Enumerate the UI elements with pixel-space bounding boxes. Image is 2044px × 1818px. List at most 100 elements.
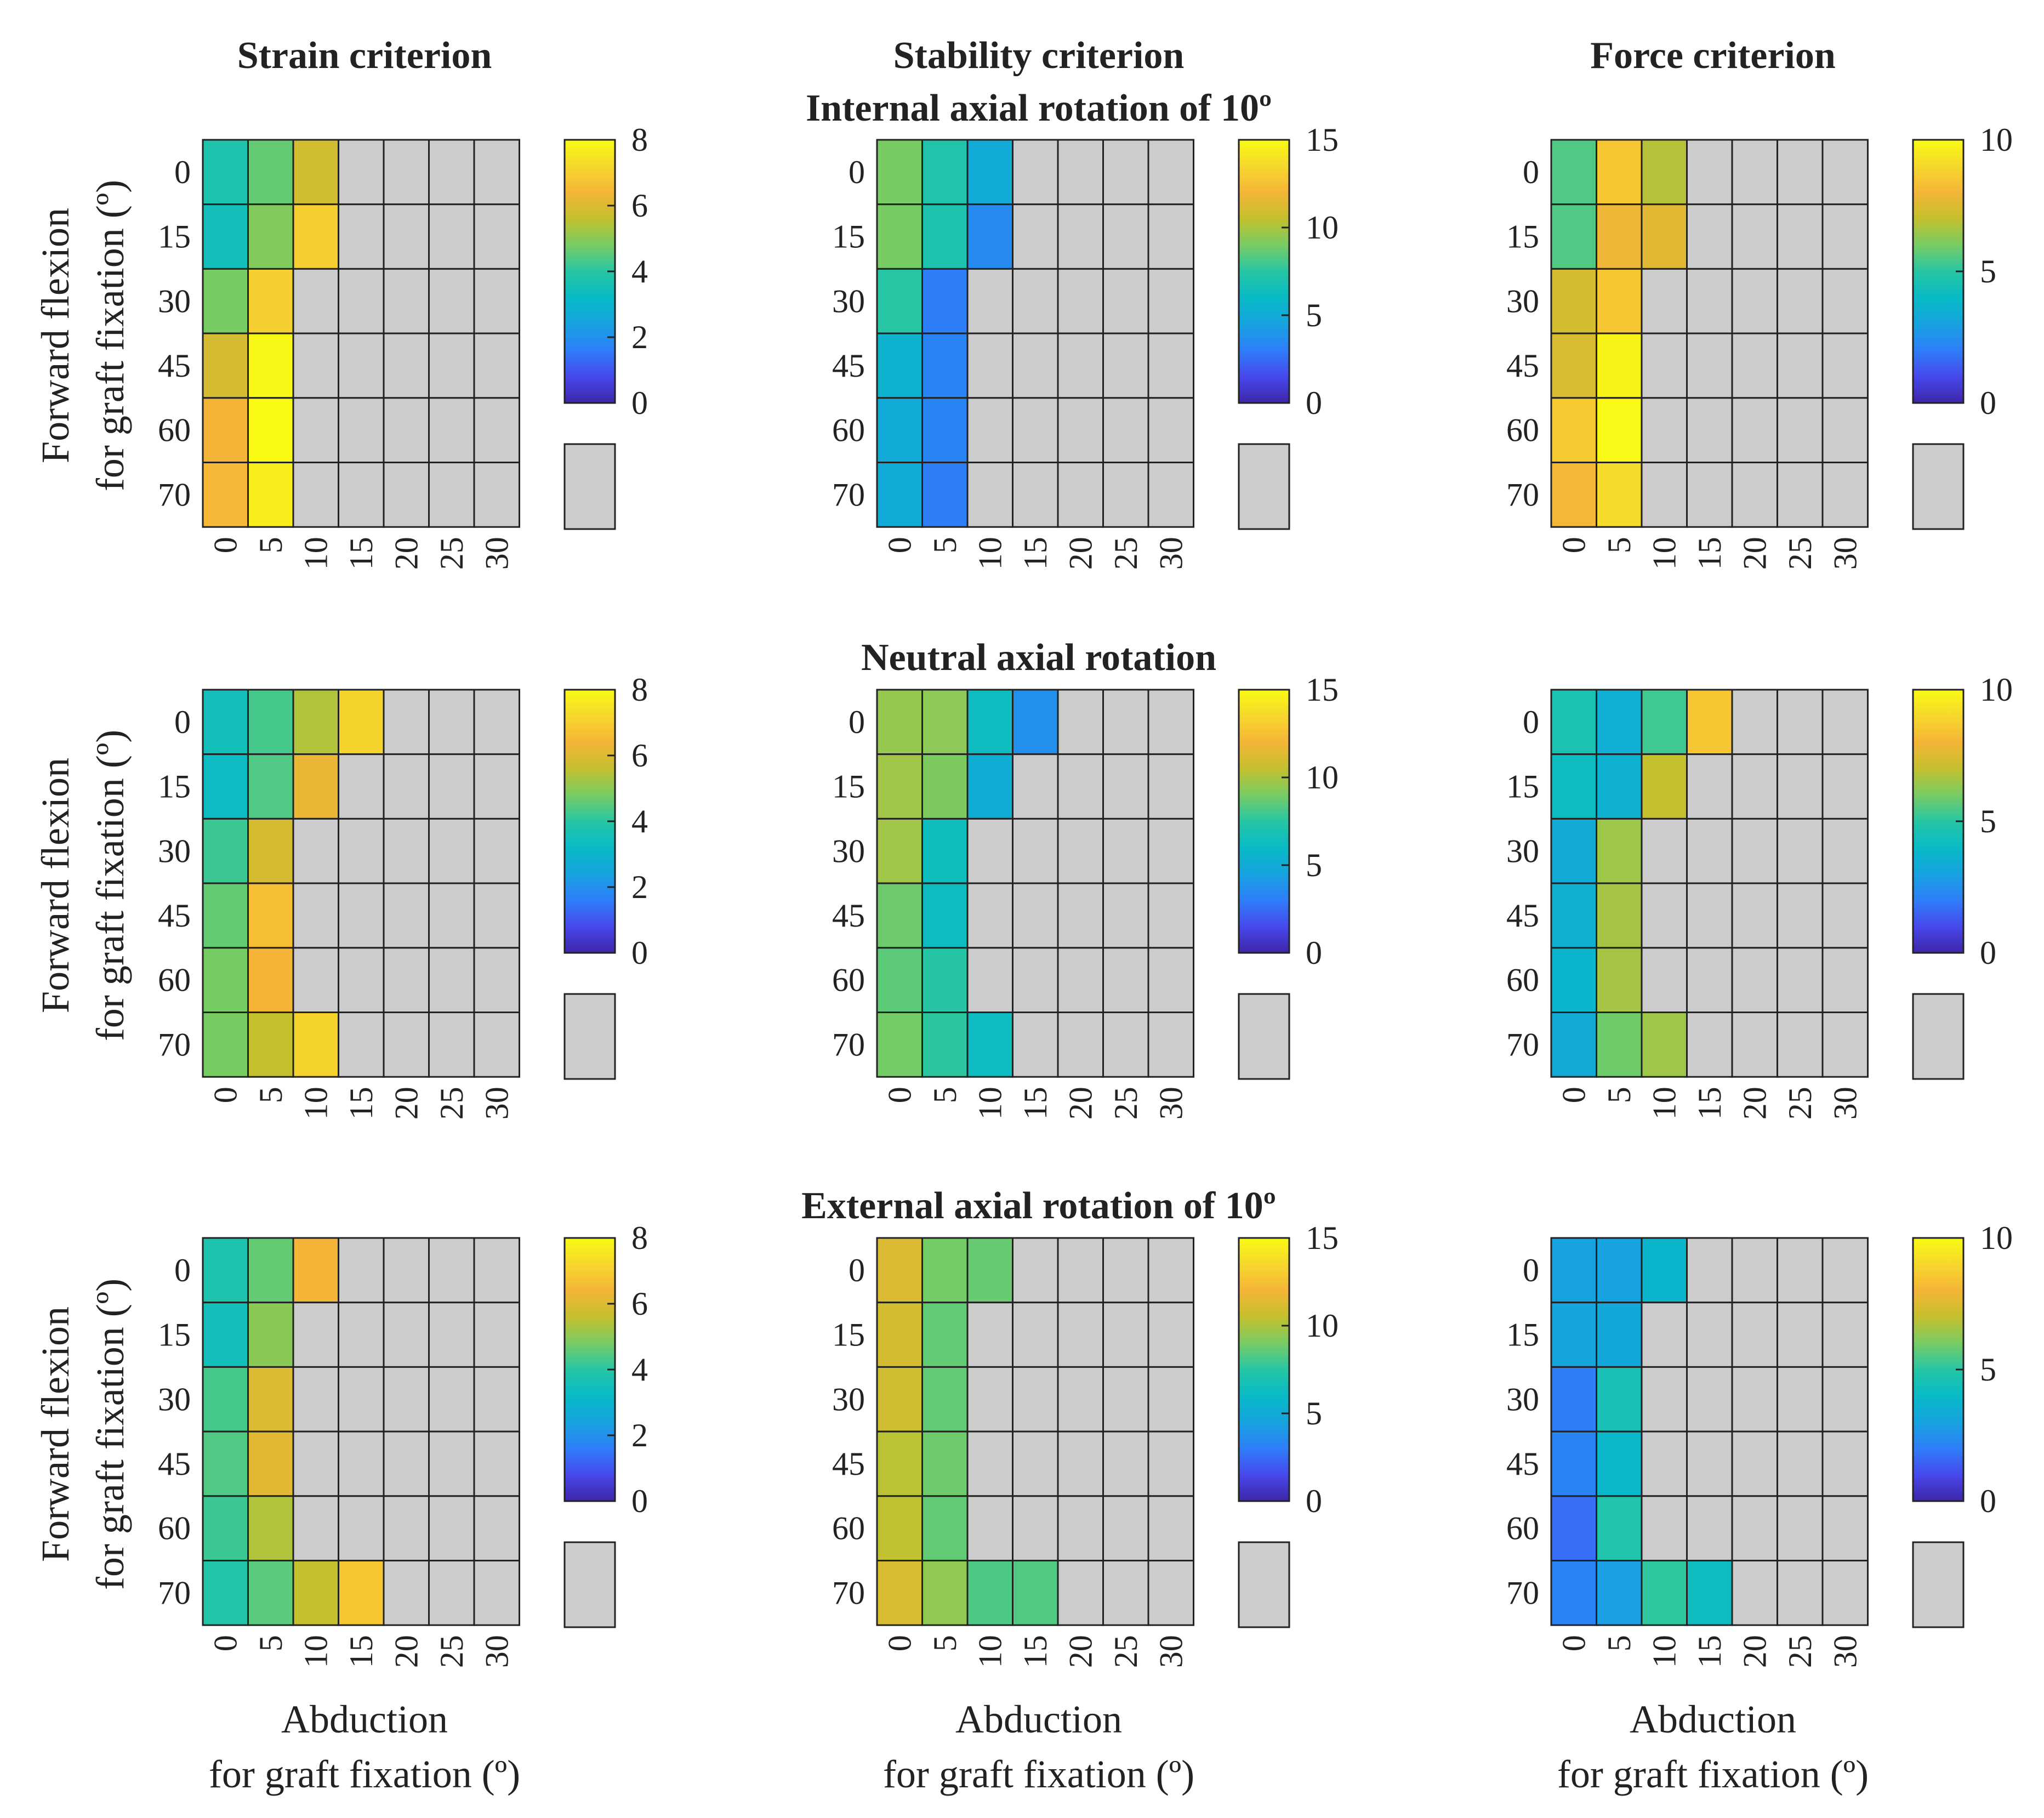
heatmap-cell	[247, 1012, 294, 1078]
colorbar-tick-label: 4	[631, 803, 648, 839]
heatmap-cell	[966, 1237, 1014, 1304]
heatmap-cell	[1147, 203, 1194, 270]
heatmap-cell	[921, 1237, 969, 1304]
missing-data-swatch	[1912, 993, 1965, 1080]
heatmap-cell	[1550, 1302, 1597, 1368]
heatmap-cell	[921, 462, 969, 528]
heatmap-cell	[1777, 947, 1824, 1014]
heatmap-cell	[338, 1237, 385, 1304]
heatmap-cell	[1821, 689, 1869, 755]
y-tick-label: 30	[1506, 1381, 1539, 1417]
y-tick-label: 0	[1523, 704, 1539, 740]
x-tick-label: 10	[972, 537, 1008, 570]
heatmap-cell	[1057, 332, 1104, 399]
heatmap-cell	[428, 1012, 475, 1078]
heatmap-cell	[1012, 1430, 1059, 1497]
heatmap-cell	[1731, 462, 1778, 528]
x-tick-label: 25	[1108, 1635, 1144, 1668]
heatmap-cell	[383, 462, 430, 528]
y-tick-label: 0	[174, 1252, 191, 1288]
x-tick-label: 20	[1062, 1087, 1098, 1120]
heatmap-cell	[1596, 462, 1643, 528]
colorbar-tick-label: 5	[1306, 847, 1322, 883]
heatmap-cell	[1057, 1012, 1104, 1078]
heatmap-cell	[966, 882, 1014, 949]
heatmap-cell	[202, 462, 249, 528]
col-title-force: Force criterion	[1590, 35, 1836, 77]
y-tick-label: 30	[832, 1381, 865, 1417]
heatmap-cell	[1821, 139, 1869, 206]
heatmap-cell	[966, 1495, 1014, 1562]
colorbar-tick-label: 2	[631, 1417, 648, 1453]
colorbar-tick-label: 0	[631, 385, 648, 421]
x-tick-label: 25	[434, 537, 470, 570]
heatmap-cell	[247, 462, 294, 528]
heatmap-cell	[1596, 397, 1643, 463]
heatmap-cell	[1550, 397, 1597, 463]
heatmap-cell	[966, 462, 1014, 528]
heatmap-cell	[202, 268, 249, 334]
x-tick-label: 15	[1017, 537, 1054, 570]
heatmap-cell	[473, 1430, 520, 1497]
heatmap-cell	[1731, 1366, 1778, 1433]
heatmap-cell	[1777, 1237, 1824, 1304]
heatmap-cell	[876, 689, 923, 755]
colorbar-tick-label: 5	[1306, 297, 1322, 333]
heatmap-cell	[1777, 882, 1824, 949]
x-tick-label: 10	[298, 1635, 334, 1668]
heatmap-cell	[247, 817, 294, 884]
heatmap-cell	[921, 947, 969, 1014]
colorbar-tick-label: 5	[1980, 1351, 1996, 1388]
heatmap-cell	[1641, 203, 1688, 270]
x-tick-label: 10	[972, 1087, 1008, 1120]
heatmap-cell	[1777, 1430, 1824, 1497]
y-tick-label: 0	[1523, 1252, 1539, 1288]
heatmap-cell	[921, 1302, 969, 1368]
heatmap-cell	[473, 753, 520, 820]
heatmap-cell	[966, 753, 1014, 820]
heatmap-cell	[1777, 1495, 1824, 1562]
heatmap-cell	[1012, 332, 1059, 399]
heatmap-cell	[473, 1366, 520, 1433]
heatmap-cell	[1057, 753, 1104, 820]
heatmap-cell	[473, 462, 520, 528]
y-tick-label: 70	[1506, 476, 1539, 513]
heatmap-cell	[338, 397, 385, 463]
x-tick-label: 0	[1556, 1635, 1592, 1651]
heatmap-cell	[1550, 332, 1597, 399]
y-tick-label: 60	[158, 412, 191, 448]
heatmap-cell	[1012, 397, 1059, 463]
heatmap-cell	[876, 882, 923, 949]
x-tick-label: 30	[1153, 537, 1189, 570]
heatmap-cell	[1731, 203, 1778, 270]
colorbar	[1912, 139, 1965, 404]
heatmap-cell	[1102, 203, 1149, 270]
heatmap-cell	[1550, 1366, 1597, 1433]
heatmap-cell	[1012, 947, 1059, 1014]
heatmap-cell	[1012, 1560, 1059, 1626]
heatmap-cell	[247, 1237, 294, 1304]
heatmap-cell	[876, 332, 923, 399]
heatmap-cell	[1821, 1366, 1869, 1433]
x-tick-label: 30	[1827, 1635, 1863, 1668]
y-tick-label: 15	[1506, 219, 1539, 255]
heatmap-cell	[1102, 397, 1149, 463]
heatmap-cell	[1550, 462, 1597, 528]
heatmap-cell	[292, 1012, 339, 1078]
x-tick-label: 25	[1782, 1087, 1818, 1120]
heatmap-cell	[383, 947, 430, 1014]
colorbar-tick-label: 8	[631, 122, 648, 158]
heatmap-cell	[921, 689, 969, 755]
heatmap-cell	[1596, 1495, 1643, 1562]
x-tick-label: 15	[343, 537, 379, 570]
heatmap-cell	[1550, 1495, 1597, 1562]
heatmap-cell	[1550, 817, 1597, 884]
heatmap-cell	[338, 1430, 385, 1497]
colorbar-tick-label: 15	[1306, 672, 1339, 708]
x-tick-label: 15	[343, 1087, 379, 1120]
heatmap-cell	[292, 332, 339, 399]
heatmap-cell	[338, 1302, 385, 1368]
heatmap-cell	[428, 1302, 475, 1368]
heatmap-cell	[1102, 332, 1149, 399]
